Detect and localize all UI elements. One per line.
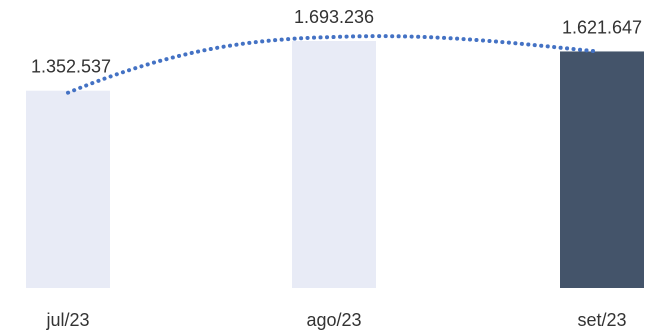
trend-line: [66, 34, 599, 95]
bar-set-23: [560, 51, 644, 289]
data-label-ago-23: 1.693.236: [294, 7, 374, 27]
data-labels-group: 1.352.537 1.693.236 1.621.647: [31, 7, 642, 77]
x-tick-jul-23: jul/23: [45, 310, 89, 330]
bar-jul-23: [26, 90, 110, 288]
x-tick-set-23: set/23: [577, 310, 626, 330]
bars-group: [26, 41, 644, 289]
x-axis-tick-labels: jul/23 ago/23 set/23: [45, 310, 626, 330]
bar-ago-23: [292, 41, 376, 288]
data-label-jul-23: 1.352.537: [31, 57, 111, 77]
data-label-set-23: 1.621.647: [562, 17, 642, 37]
x-tick-ago-23: ago/23: [306, 310, 361, 330]
